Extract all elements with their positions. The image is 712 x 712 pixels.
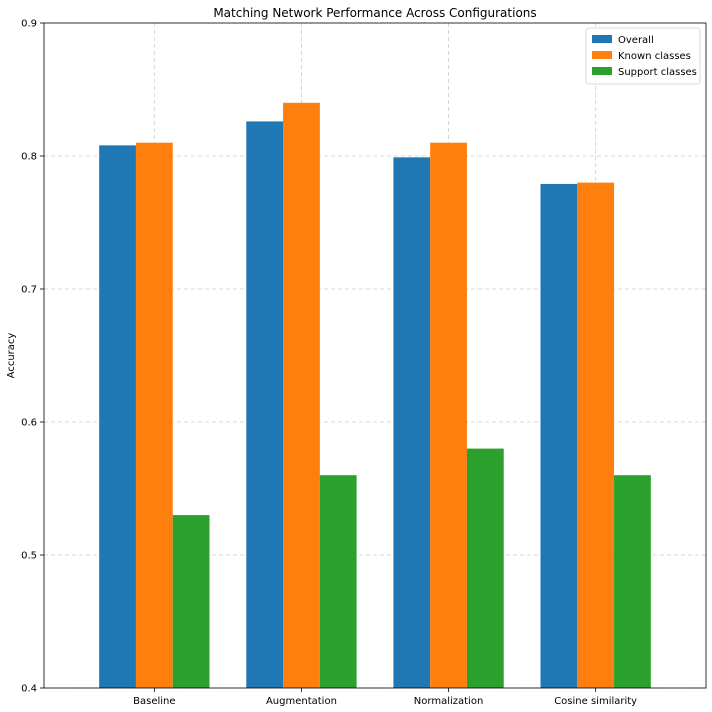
legend-label: Known classes — [618, 51, 691, 62]
bar-support-classes — [614, 475, 651, 688]
y-tick-label: 0.4 — [21, 684, 37, 695]
y-tick-label: 0.7 — [21, 285, 37, 296]
y-tick-label: 0.9 — [21, 19, 37, 30]
y-tick-label: 0.6 — [21, 418, 37, 429]
chart-title: Matching Network Performance Across Conf… — [213, 6, 536, 20]
legend-box — [585, 27, 701, 85]
legend-label: Support classes — [618, 67, 697, 78]
bar-known-classes — [577, 182, 615, 688]
bar-known-classes — [283, 102, 320, 689]
legend: Overall Known classes Support classes — [585, 27, 701, 85]
bars-layer — [99, 102, 651, 689]
axes-layer: 0.4 0.5 0.6 0.7 0.8 0.9 Baseline Augmentation No… — [21, 19, 637, 708]
legend-swatch — [592, 51, 612, 59]
x-tick-label: Normalization — [414, 696, 484, 707]
bar-overall — [246, 121, 284, 689]
x-tick-label: Baseline — [133, 696, 175, 707]
legend-swatch — [592, 67, 612, 75]
x-tick-label: Augmentation — [266, 696, 337, 707]
bar-overall — [99, 145, 136, 689]
plot-frame — [43, 22, 707, 689]
y-tick-label: 0.8 — [21, 152, 37, 163]
bar-support-classes — [466, 448, 504, 688]
y-axis-label: Accuracy — [6, 333, 17, 379]
y-tick-label: 0.5 — [21, 551, 37, 562]
legend-swatch — [592, 35, 612, 43]
bar-overall — [540, 183, 578, 688]
bar-support-classes — [319, 475, 357, 688]
bar-known-classes — [430, 142, 467, 688]
x-tick-label: Cosine similarity — [554, 696, 637, 707]
legend-label: Overall — [618, 35, 654, 46]
bar-overall — [393, 157, 431, 688]
bar-known-classes — [135, 142, 173, 688]
bar-support-classes — [172, 515, 210, 688]
